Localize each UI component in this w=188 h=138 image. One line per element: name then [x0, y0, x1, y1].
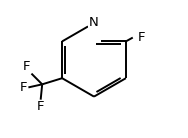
Text: F: F: [138, 31, 146, 44]
Text: F: F: [20, 81, 28, 94]
Text: F: F: [23, 60, 31, 73]
Text: F: F: [37, 100, 44, 113]
Text: N: N: [89, 17, 99, 30]
